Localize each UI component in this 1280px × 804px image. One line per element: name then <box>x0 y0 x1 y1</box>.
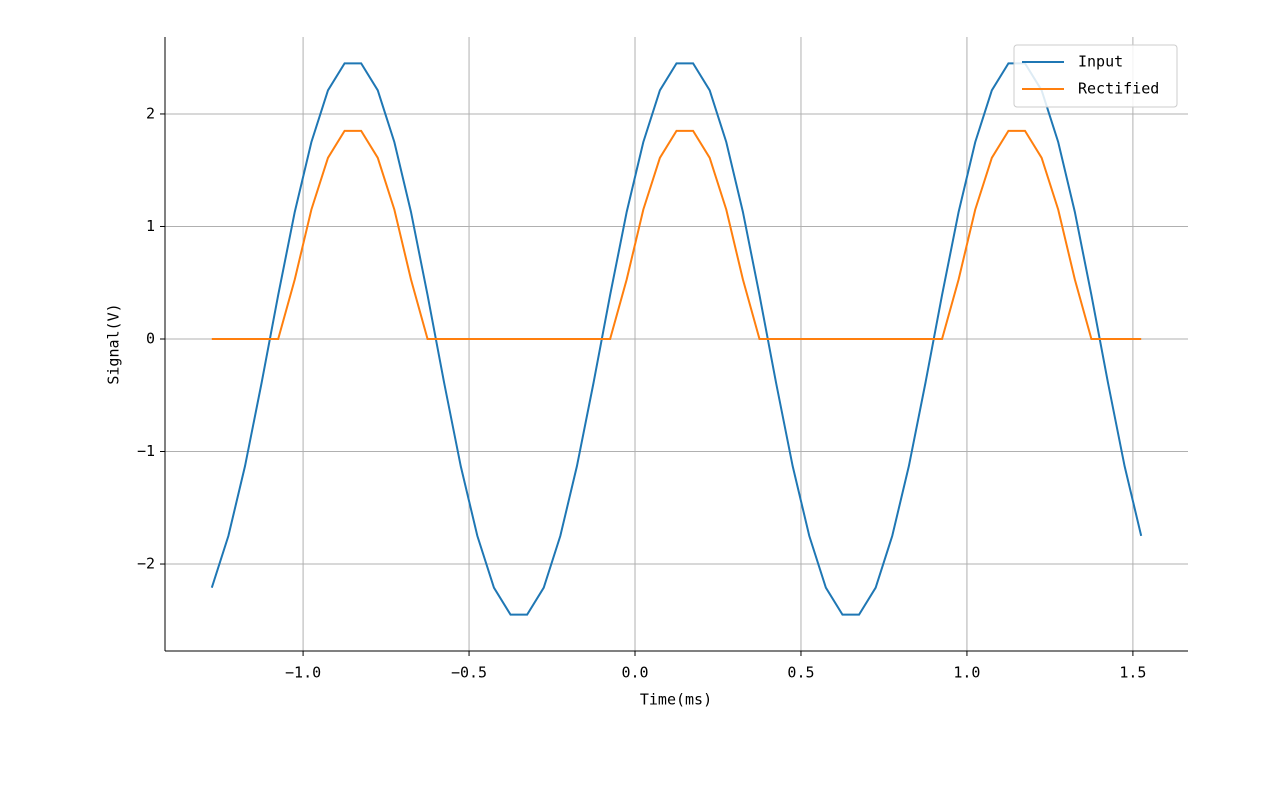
x-tick-label: 1.0 <box>953 664 980 682</box>
legend-label: Rectified <box>1078 80 1159 98</box>
legend-box <box>1013 44 1178 108</box>
series-line <box>211 129 1142 340</box>
legend-label: Input <box>1078 53 1123 71</box>
x-axis-label: Time(ms) <box>640 691 712 709</box>
y-tick-label: 0 <box>146 329 155 347</box>
y-tick-label: 1 <box>146 217 155 235</box>
x-tick-label: −0.5 <box>451 664 487 682</box>
y-tick-label: −1 <box>137 442 155 460</box>
legend: Input Rectified <box>1013 44 1178 108</box>
y-tick-label: 2 <box>146 104 155 122</box>
x-tick-label: −1.0 <box>285 664 321 682</box>
x-tick-label: 1.5 <box>1119 664 1146 682</box>
x-tick-label: 0.5 <box>787 664 814 682</box>
x-tick-label: 0.0 <box>621 664 648 682</box>
y-axis-label: Signal(V) <box>105 303 123 384</box>
y-tick-label: −2 <box>137 555 155 573</box>
series-line <box>210 62 1143 616</box>
